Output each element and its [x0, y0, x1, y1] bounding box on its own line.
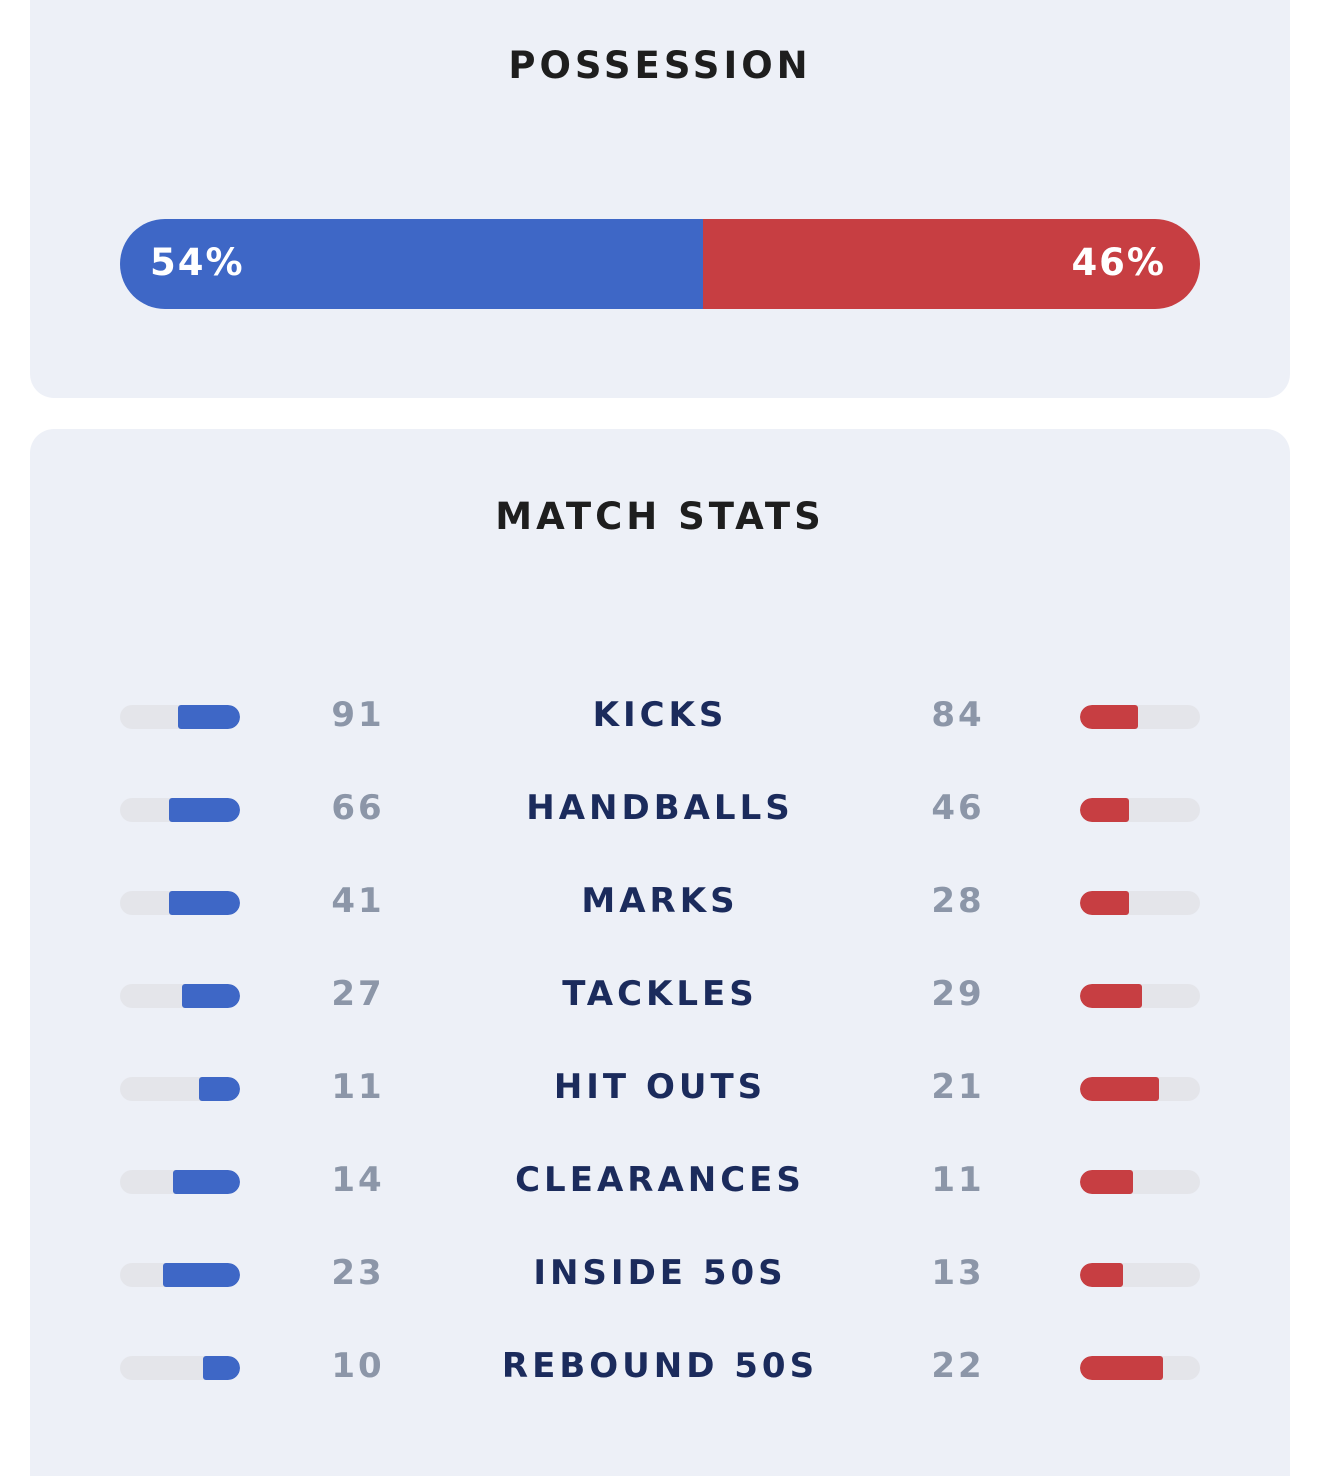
away-stat-bar-fill	[1080, 705, 1138, 729]
away-stat-bar	[1080, 705, 1200, 729]
home-stat-bar-fill	[182, 984, 240, 1008]
away-stat-value: 84	[931, 695, 985, 735]
away-stat-bar	[1080, 1077, 1200, 1101]
possession-away-segment: 46%	[703, 219, 1200, 309]
away-stat-bar-fill	[1080, 1077, 1159, 1101]
stat-row: 23 INSIDE 50S 13	[30, 1228, 1290, 1321]
away-stat-bar-fill	[1080, 798, 1130, 822]
away-stat-value: 29	[931, 974, 985, 1014]
away-stat-bar-fill	[1080, 984, 1143, 1008]
away-stat-bar	[1080, 891, 1200, 915]
home-stat-bar	[120, 705, 240, 729]
home-stat-bar-fill	[177, 705, 240, 729]
possession-title: POSSESSION	[508, 44, 812, 87]
stat-row: 91 KICKS 84	[30, 670, 1290, 763]
home-stat-bar	[120, 891, 240, 915]
home-stat-value: 91	[331, 695, 385, 735]
away-stat-bar-fill	[1080, 1263, 1124, 1287]
away-stat-value: 11	[931, 1160, 985, 1200]
home-stat-bar-fill	[169, 798, 240, 822]
stat-row: 14 CLEARANCES 11	[30, 1135, 1290, 1228]
home-stat-value: 23	[331, 1253, 385, 1293]
stat-label: REBOUND 50S	[501, 1346, 819, 1386]
stat-label: TACKLES	[562, 974, 758, 1014]
away-stat-bar	[1080, 984, 1200, 1008]
away-stat-bar	[1080, 1170, 1200, 1194]
possession-away-percent: 46%	[1071, 241, 1166, 284]
home-stat-bar-fill	[202, 1356, 240, 1380]
stat-label: HANDBALLS	[526, 788, 794, 828]
stat-label: MARKS	[581, 881, 739, 921]
away-stat-bar-fill	[1080, 1170, 1133, 1194]
stat-row: 11 HIT OUTS 21	[30, 1042, 1290, 1135]
home-stat-value: 10	[331, 1346, 385, 1386]
away-stat-bar	[1080, 1356, 1200, 1380]
away-stat-value: 13	[931, 1253, 985, 1293]
stat-label: HIT OUTS	[553, 1067, 767, 1107]
home-stat-value: 41	[331, 881, 385, 921]
away-stat-value: 46	[931, 788, 985, 828]
stat-row: 41 MARKS 28	[30, 856, 1290, 949]
home-stat-bar-fill	[163, 1263, 240, 1287]
possession-home-percent: 54%	[150, 241, 245, 284]
home-stat-bar-fill	[168, 891, 240, 915]
home-stat-value: 66	[331, 788, 385, 828]
match-stats-card: MATCH STATS 91 KICKS 84 66 HANDBALLS 46 41 MARK…	[30, 429, 1290, 1476]
away-stat-bar-fill	[1080, 1356, 1163, 1380]
home-stat-bar	[120, 1263, 240, 1287]
possession-bar: 54% 46%	[120, 219, 1200, 309]
away-stat-bar-fill	[1080, 891, 1129, 915]
home-stat-value: 11	[331, 1067, 385, 1107]
home-stat-value: 27	[331, 974, 385, 1014]
stat-row: 10 REBOUND 50S 22	[30, 1321, 1290, 1414]
stat-row: 27 TACKLES 29	[30, 949, 1290, 1042]
home-stat-bar	[120, 984, 240, 1008]
possession-home-segment: 54%	[120, 219, 704, 309]
home-stat-bar	[120, 1170, 240, 1194]
away-stat-value: 28	[931, 881, 985, 921]
stat-label: CLEARANCES	[515, 1160, 805, 1200]
stat-label: KICKS	[592, 695, 728, 735]
away-stat-value: 21	[931, 1067, 985, 1107]
home-stat-bar	[120, 798, 240, 822]
home-stat-bar	[120, 1356, 240, 1380]
home-stat-bar-fill	[172, 1170, 240, 1194]
stat-row: 66 HANDBALLS 46	[30, 763, 1290, 856]
stat-label: INSIDE 50S	[533, 1253, 787, 1293]
home-stat-bar	[120, 1077, 240, 1101]
away-stat-value: 22	[931, 1346, 985, 1386]
match-stats-title: MATCH STATS	[495, 495, 825, 538]
home-stat-value: 14	[331, 1160, 385, 1200]
away-stat-bar	[1080, 1263, 1200, 1287]
away-stat-bar	[1080, 798, 1200, 822]
possession-card: POSSESSION 54% 46%	[30, 0, 1290, 398]
home-stat-bar-fill	[198, 1077, 240, 1101]
